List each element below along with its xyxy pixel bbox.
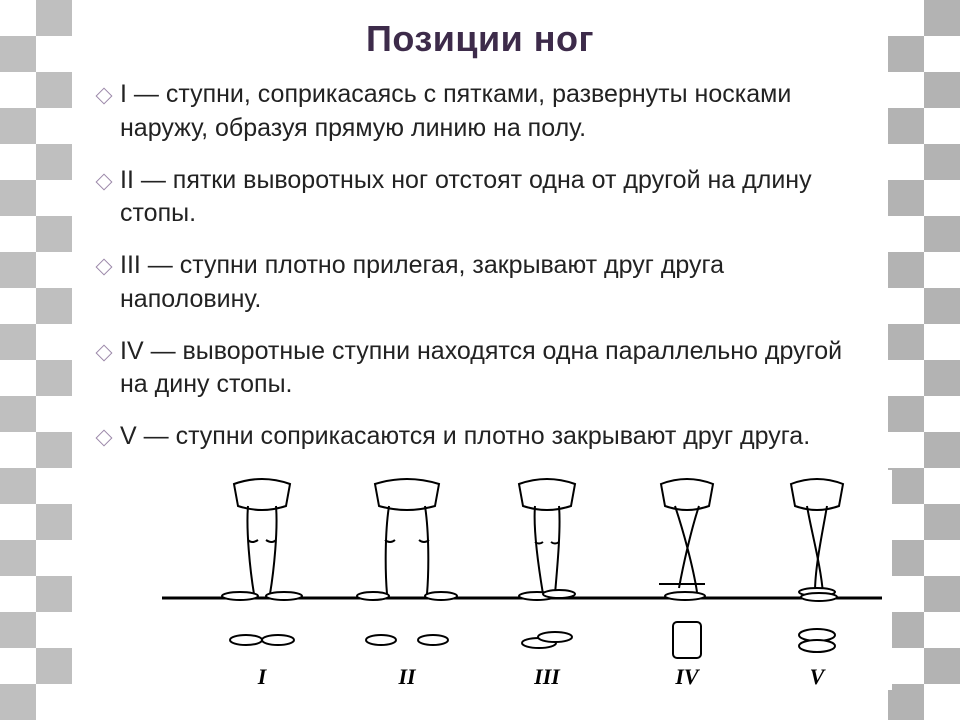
- roman-labels-row: I II III IV V: [152, 664, 892, 690]
- list-item: IV — выворотные ступни находятся одна па…: [98, 335, 870, 403]
- slide-body: Позиции ног I — ступни, соприкасаясь с п…: [72, 0, 888, 720]
- page-title: Позиции ног: [90, 18, 870, 60]
- decor-checker-right: [888, 0, 960, 720]
- roman-label: II: [377, 664, 437, 690]
- roman-label: IV: [657, 664, 717, 690]
- list-item: II — пятки выворотных ног отстоят одна о…: [98, 164, 870, 232]
- footprint-row: [230, 622, 835, 658]
- positions-svg: [152, 470, 892, 690]
- figure-3: [519, 479, 575, 600]
- figure-2: [357, 479, 457, 600]
- positions-diagram: I II III IV V: [152, 470, 892, 690]
- bullet-list: I — ступни, соприкасаясь с пятками, разв…: [90, 78, 870, 454]
- list-item: III — ступни плотно прилегая, закрывают …: [98, 249, 870, 317]
- list-item: V — ступни соприкасаются и плотно закрыв…: [98, 420, 870, 454]
- figure-5: [791, 479, 843, 601]
- decor-checker-left: [0, 0, 72, 720]
- list-item: I — ступни, соприкасаясь с пятками, разв…: [98, 78, 870, 146]
- roman-label: III: [517, 664, 577, 690]
- figure-4: [659, 479, 713, 600]
- roman-label: I: [232, 664, 292, 690]
- roman-label: V: [787, 664, 847, 690]
- figure-1: [222, 479, 302, 600]
